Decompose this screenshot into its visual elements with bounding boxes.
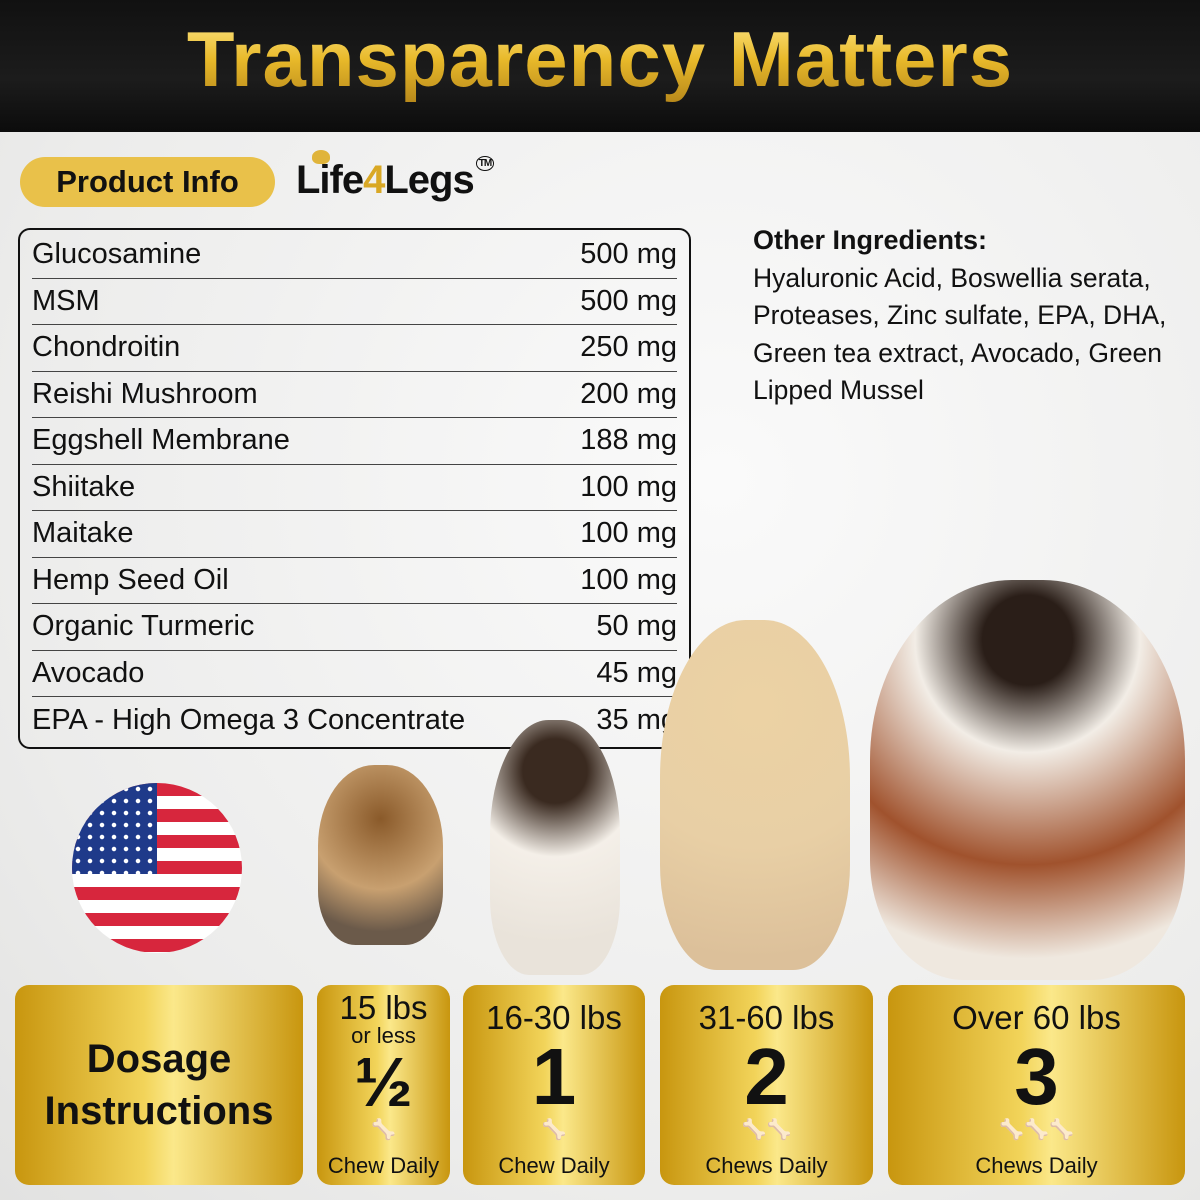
- ingredient-name: EPA - High Omega 3 Concentrate: [32, 703, 466, 736]
- ingredient-amount: 100 mg: [580, 470, 677, 503]
- ingredient-row: Chondroitin 250 mg: [32, 325, 677, 372]
- bone-icon: 🦴🦴🦴: [999, 1119, 1074, 1141]
- ingredient-name: Shiitake: [32, 470, 136, 503]
- dosage-heading: Instructions: [44, 1089, 274, 1133]
- chew-count: ½: [354, 1043, 413, 1121]
- ingredient-amount: 250 mg: [580, 331, 677, 364]
- ingredient-row: MSM 500 mg: [32, 279, 677, 325]
- ingredient-name: Maitake: [32, 517, 134, 550]
- weight-range: 16-30 lbs: [486, 999, 622, 1036]
- weight-range: 15 lbs: [339, 989, 428, 1026]
- ingredient-name: Glucosamine: [32, 238, 202, 271]
- ingredient-row: Avocado 45 mg: [32, 651, 677, 697]
- weight-qualifier: or less: [351, 1023, 416, 1048]
- ingredient-row: Hemp Seed Oil 100 mg: [32, 558, 677, 604]
- chew-daily-label: Chew Daily: [498, 1153, 610, 1178]
- chew-count: 3: [1014, 1032, 1059, 1121]
- dosage-tier: 16-30 lbs 1 🦴 Chew Daily: [463, 985, 645, 1185]
- bone-icon: 🦴: [541, 1119, 567, 1141]
- logo-number: 4: [363, 158, 385, 202]
- ingredient-name: Avocado: [32, 656, 145, 689]
- beagle-puppy-image: [490, 720, 620, 975]
- weight-range: 31-60 lbs: [698, 999, 835, 1036]
- chew-daily-label: Chews Daily: [975, 1153, 1098, 1178]
- paw-icon: [312, 150, 330, 164]
- dosage-tier: 31-60 lbs 2 🦴🦴 Chews Daily: [660, 985, 873, 1185]
- ingredient-amount: 50 mg: [596, 610, 677, 643]
- other-ingredients-text: Hyaluronic Acid, Boswellia serata, Prote…: [753, 262, 1167, 406]
- brand-logo: Life4Legs TM: [296, 156, 495, 203]
- ingredient-name: Chondroitin: [32, 331, 181, 364]
- ingredient-row: Eggshell Membrane 188 mg: [32, 418, 677, 465]
- logo-text: Legs: [384, 158, 474, 202]
- ingredient-amount: 500 mg: [580, 238, 677, 271]
- ingredient-row: Shiitake 100 mg: [32, 465, 677, 511]
- ingredient-name: MSM: [32, 284, 100, 317]
- ingredient-amount: 188 mg: [580, 424, 677, 457]
- us-flag-icon: [72, 783, 242, 953]
- dosage-heading-box: Dosage Instructions: [15, 985, 303, 1185]
- ingredient-name: Eggshell Membrane: [32, 424, 290, 457]
- ingredient-amount: 200 mg: [580, 377, 677, 410]
- chew-count: 1: [531, 1032, 577, 1121]
- other-ingredients-heading: Other Ingredients:: [753, 225, 988, 255]
- ingredient-row: Reishi Mushroom 200 mg: [32, 372, 677, 418]
- bone-icon: 🦴🦴: [741, 1119, 792, 1141]
- chew-daily-label: Chews Daily: [705, 1153, 828, 1178]
- ingredient-row: EPA - High Omega 3 Concentrate 35 mg: [32, 697, 677, 744]
- yorkie-image: [318, 765, 443, 945]
- ingredient-amount: 100 mg: [580, 563, 677, 596]
- ingredient-name: Hemp Seed Oil: [32, 563, 229, 596]
- saint-bernard-image: [870, 580, 1185, 980]
- ingredient-row: Organic Turmeric 50 mg: [32, 604, 677, 651]
- trademark: TM: [475, 156, 495, 171]
- other-ingredients: Other Ingredients: Hyaluronic Acid, Bosw…: [753, 222, 1183, 410]
- page-title: Transparency Matters: [0, 14, 1200, 105]
- ingredient-name: Organic Turmeric: [32, 610, 255, 643]
- ingredient-amount: 100 mg: [580, 517, 677, 550]
- ingredient-amount: 45 mg: [596, 656, 677, 689]
- ingredient-amount: 500 mg: [580, 284, 677, 317]
- dosage-tier: Over 60 lbs 3 🦴🦴🦴 Chews Daily: [888, 985, 1185, 1185]
- ingredients-table: Glucosamine 500 mg MSM 500 mg Chondroitin 250…: [18, 228, 691, 749]
- bone-icon: 🦴: [371, 1119, 396, 1141]
- logo-text: Life: [296, 158, 364, 202]
- ingredient-name: Reishi Mushroom: [32, 377, 258, 410]
- dosage-tier: 15 lbs or less ½ 🦴 Chew Daily: [317, 985, 450, 1185]
- ingredient-row: Maitake 100 mg: [32, 511, 677, 558]
- ingredient-row: Glucosamine 500 mg: [32, 232, 677, 279]
- golden-retriever-image: [660, 620, 850, 970]
- dosage-heading: Dosage: [86, 1037, 232, 1081]
- weight-range: Over 60 lbs: [952, 999, 1121, 1036]
- product-info-badge: Product Info: [20, 157, 275, 207]
- header-banner: Transparency Matters: [0, 0, 1200, 132]
- chew-count: 2: [744, 1032, 789, 1121]
- chew-daily-label: Chew Daily: [327, 1153, 440, 1178]
